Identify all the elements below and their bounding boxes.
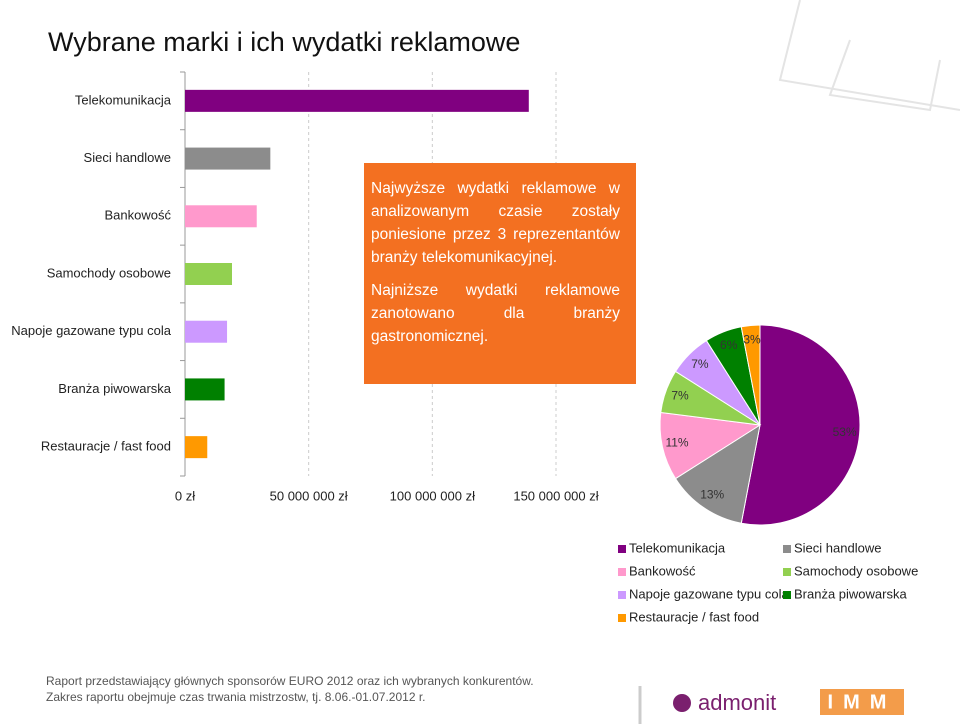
y-tick-label: Branża piwowarska: [58, 381, 171, 396]
admonit-logo: admonit: [673, 690, 776, 715]
pie-slice: [674, 423, 761, 524]
data-label: 6%: [720, 338, 738, 352]
bar: [185, 378, 225, 401]
bar: [185, 320, 228, 343]
pie-slice: [659, 411, 762, 480]
x-tick-label: 100 000 000 zł: [390, 488, 475, 503]
legend-label: Telekomunikacja: [629, 540, 726, 555]
data-label: 7%: [691, 357, 709, 371]
data-label: 13%: [700, 487, 724, 501]
y-tick-label: Napoje gazowane typu cola: [11, 323, 171, 338]
data-label: 53%: [833, 425, 857, 439]
data-label: 7%: [671, 388, 689, 402]
legend-label: Branża piwowarska: [794, 586, 907, 601]
x-tick-label: 150 000 000 zł: [513, 488, 598, 503]
legend-swatch: [783, 545, 791, 553]
footer-text: Zakres raportu obejmuje czas trwania mis…: [46, 690, 426, 704]
bar: [185, 205, 257, 228]
y-tick-label: Samochody osobowe: [47, 265, 171, 280]
bar: [185, 147, 271, 170]
legend-swatch: [783, 591, 791, 599]
y-tick-label: Telekomunikacja: [75, 92, 172, 107]
legend-swatch: [618, 591, 626, 599]
data-label: 3%: [743, 333, 761, 347]
legend-swatch: [618, 568, 626, 576]
admonit-logo-text: admonit: [698, 690, 776, 715]
pie-slice: [740, 324, 861, 526]
legend-label: Sieci handlowe: [794, 540, 881, 555]
legend-swatch: [783, 568, 791, 576]
y-tick-label: Restauracje / fast food: [41, 439, 171, 454]
pie-slice: [740, 324, 761, 426]
footer-text: Raport przedstawiający głównych sponsoró…: [46, 674, 534, 688]
legend-label: Restauracje / fast food: [629, 609, 759, 624]
bar: [185, 89, 529, 112]
legend-swatch: [618, 545, 626, 553]
callout-text: Najwyższe wydatki reklamowe w analizowan…: [371, 180, 620, 266]
callout-text: Najniższe wydatki reklamowe zanotowano d…: [371, 282, 620, 345]
legend-label: Samochody osobowe: [794, 563, 918, 578]
callout: Najwyższe wydatki reklamowe w analizowan…: [364, 163, 636, 384]
legend-label: Napoje gazowane typu cola: [629, 586, 789, 601]
y-tick-label: Bankowość: [105, 208, 172, 223]
data-label: 11%: [665, 436, 688, 450]
y-tick-label: Sieci handlowe: [84, 150, 171, 165]
x-tick-label: 50 000 000 zł: [270, 488, 348, 503]
bar: [185, 436, 208, 459]
bar: [185, 263, 232, 285]
field-decoration: [778, 0, 960, 112]
legend-label: Bankowość: [629, 563, 696, 578]
imm-logo: IMM: [820, 689, 904, 715]
x-tick-label: 0 zł: [175, 488, 195, 503]
slide-title: Wybrane marki i ich wydatki reklamowe: [48, 27, 520, 57]
imm-logo-text: IMM: [828, 691, 897, 713]
legend-swatch: [618, 614, 626, 622]
